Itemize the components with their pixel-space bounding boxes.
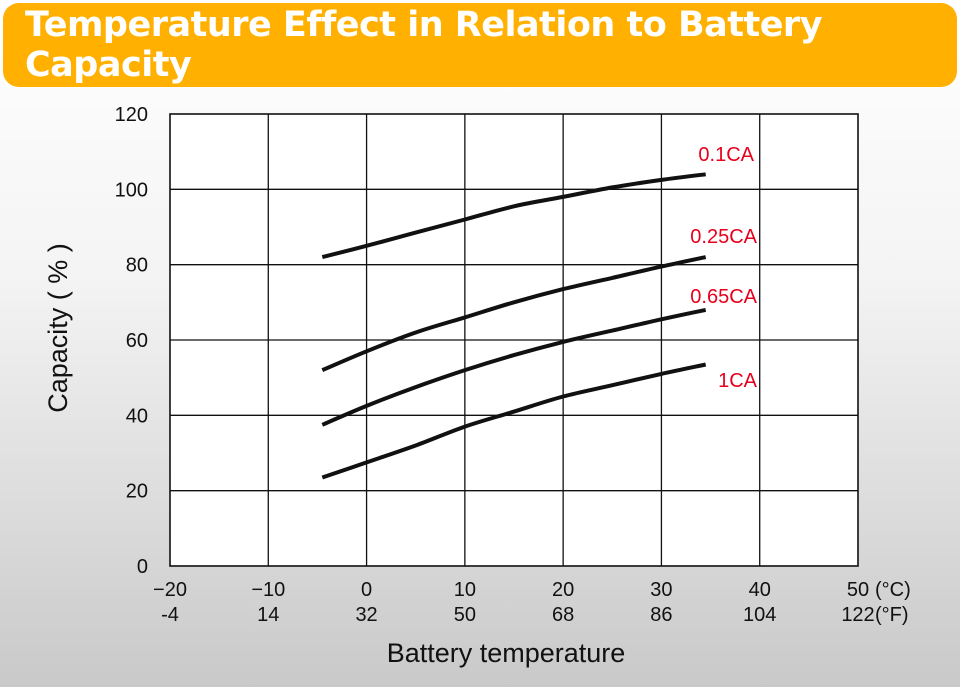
series-line-0_1CA (321, 172, 706, 260)
y-tick-label: 20 (126, 481, 148, 503)
y-tick-label: 0 (137, 556, 148, 578)
series-label: 1CA (718, 370, 758, 392)
x-tick-label: −20 (153, 579, 187, 601)
x-secondary-tick-label: 86 (650, 604, 672, 626)
x-axis-title: Battery temperature (387, 638, 626, 668)
plot-border (169, 113, 859, 567)
y-tick-label: 100 (115, 179, 148, 201)
grid-lines (170, 114, 858, 566)
chart-title: Temperature Effect in Relation to Batter… (25, 5, 823, 85)
x-tick-label: 20 (552, 579, 574, 601)
series-line-1CA (321, 362, 707, 480)
series-label: 0.65CA (690, 286, 757, 308)
x-tick-label: 30 (650, 579, 672, 601)
x-tick-label: 0 (361, 579, 372, 601)
y-tick-label: 80 (126, 255, 148, 277)
x-secondary-tick-label: 50 (454, 604, 476, 626)
y-tick-label: 40 (126, 405, 148, 427)
y-axis-title: Capacity ( % ) (43, 243, 73, 413)
x-tick-label: −10 (251, 579, 285, 601)
x-secondary-tick-label: 14 (257, 604, 279, 626)
x-axis-ticks: −20 −10 0 10 20 30 40 50 (153, 579, 869, 601)
series-label: 0.1CA (698, 144, 754, 166)
x-secondary-tick-label: 104 (743, 604, 776, 626)
x-tick-label: 10 (454, 579, 476, 601)
series-label: 0.25CA (690, 226, 757, 248)
y-axis-ticks: 0 20 40 60 80 100 120 (115, 104, 148, 578)
title-banner: Temperature Effect in Relation to Batter… (3, 3, 957, 87)
series-labels: 0.1CA 0.25CA 0.65CA 1CA (690, 144, 757, 392)
x-axis-secondary-ticks: -4 14 32 50 68 86 104 122 (161, 604, 875, 626)
series-line-0_65CA (321, 307, 707, 427)
x-secondary-tick-label: 122 (841, 604, 874, 626)
series-layer (321, 172, 707, 480)
y-tick-label: 120 (115, 104, 148, 126)
series-line-0_25CA (321, 255, 707, 372)
x-tick-label: 40 (749, 579, 771, 601)
x-secondary-tick-label: 32 (355, 604, 377, 626)
y-tick-label: 60 (126, 330, 148, 352)
x-tick-label: 50 (847, 579, 869, 601)
x-secondary-tick-label: -4 (161, 604, 179, 626)
x-axis-secondary-unit: (°F) (875, 604, 909, 626)
x-secondary-tick-label: 68 (552, 604, 574, 626)
x-axis-unit: (°C) (875, 579, 911, 601)
